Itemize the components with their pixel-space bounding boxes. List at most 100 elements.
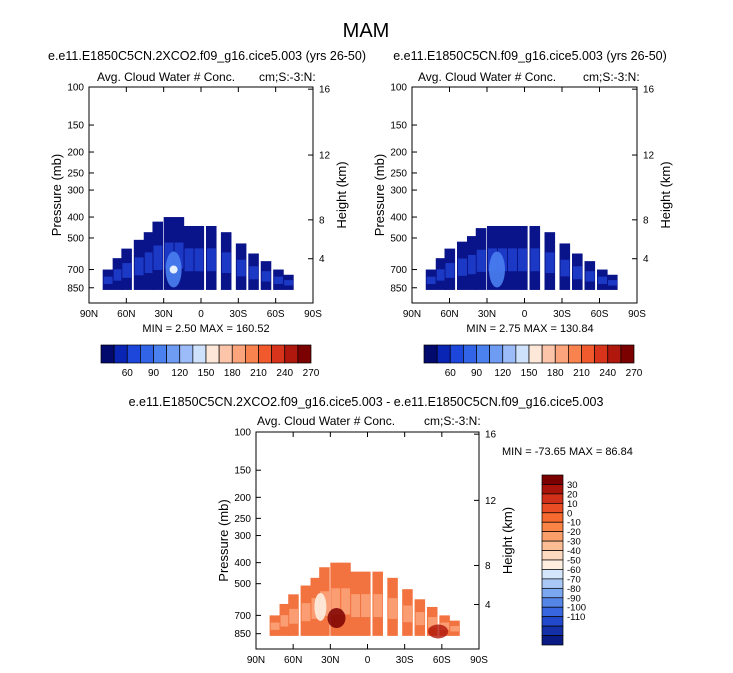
y-tick-label: 400	[390, 213, 407, 224]
y-tick-label: 250	[390, 168, 407, 179]
colorbar-swatch	[541, 474, 564, 485]
colorbar-swatch	[100, 344, 115, 364]
colorbar-label: 60	[122, 368, 134, 379]
panel3-minmax: MIN = -73.65 MAX = 86.84	[502, 446, 633, 458]
panel1-case-title: e.e11.E1850C5CN.2XCO2.f09_g16.cice5.003 …	[47, 49, 367, 63]
x-tick-label: 90N	[247, 655, 265, 666]
x-tick-label: 30N	[154, 309, 172, 320]
colorbar-swatch	[153, 344, 167, 364]
colorbar-label: -90	[567, 593, 581, 604]
x-tick-label: 90N	[403, 309, 421, 320]
colorbar-swatch	[541, 484, 564, 495]
data-cell	[284, 280, 294, 286]
colorbar-swatch	[489, 344, 504, 364]
colorbar-swatch	[541, 521, 564, 533]
data-cell	[426, 276, 436, 284]
y-tick-label: 150	[390, 121, 407, 132]
y-tick-label: 850	[234, 629, 251, 640]
y2-tick-label: 8	[485, 561, 491, 572]
data-cell	[153, 245, 163, 270]
y2-tick-label: 4	[319, 254, 325, 265]
data-cell	[301, 603, 311, 622]
colorbar-swatch	[620, 344, 635, 364]
data-cell	[440, 622, 450, 630]
colorbar-swatch	[258, 344, 272, 364]
colorbar-swatch	[541, 597, 564, 608]
data-cell	[113, 269, 123, 281]
data-cell	[249, 266, 259, 280]
colorbar-swatch	[218, 344, 233, 364]
colorbar-swatch	[192, 344, 207, 364]
data-cell	[415, 612, 425, 626]
panel1-minmax: MIN = 2.50 MAX = 160.52	[142, 323, 270, 335]
colorbar-swatch	[231, 344, 246, 364]
figure-title: MAM	[342, 20, 390, 42]
y-tick-label: 700	[390, 265, 407, 276]
x-tick-label: 30N	[321, 655, 339, 666]
data-cell	[598, 276, 607, 284]
data-cell	[327, 608, 346, 629]
panel3-units-label: cm;S:-3:N:	[424, 414, 481, 428]
x-tick-label: 30S	[396, 655, 414, 666]
x-tick-label: 60S	[591, 309, 609, 320]
y-tick-label: 700	[234, 611, 251, 622]
colorbar-swatch	[271, 344, 286, 364]
colorbar-label: 0	[567, 508, 572, 519]
y-tick-label: 400	[234, 558, 251, 569]
colorbar-swatch	[541, 493, 564, 504]
colorbar-swatch	[541, 606, 564, 618]
data-cell	[103, 276, 113, 284]
colorbar-label: -60	[567, 565, 581, 576]
colorbar-swatch	[541, 344, 556, 364]
colorbar-swatch	[541, 531, 564, 542]
colorbar-label: 240	[599, 368, 616, 379]
panel1-variable-label: Avg. Cloud Water # Conc.	[97, 70, 236, 84]
colorbar-swatch	[581, 344, 595, 364]
colorbar-swatch	[297, 344, 312, 364]
chart-panel-3	[255, 431, 564, 650]
data-cell	[361, 594, 370, 618]
y-tick-label: 150	[234, 466, 251, 477]
data-cell	[468, 254, 477, 275]
colorbar-swatch	[541, 559, 564, 570]
colorbar-swatch	[113, 344, 128, 364]
data-cell	[403, 605, 413, 623]
y2-tick-label: 8	[643, 215, 649, 226]
colorbar-swatch	[245, 344, 259, 364]
data-cell	[206, 248, 216, 272]
colorbar-label: 240	[276, 368, 293, 379]
data-cell	[445, 263, 455, 278]
y-tick-label: 500	[234, 579, 251, 590]
colorbar-label: 90	[471, 368, 483, 379]
y2-tick-label: 8	[319, 215, 325, 226]
y-tick-label: 200	[234, 493, 251, 504]
colorbar-swatch	[502, 344, 517, 364]
data-cell	[314, 592, 327, 621]
y2-tick-label: 16	[485, 430, 497, 441]
y-tick-label: 100	[234, 428, 251, 439]
colorbar-swatch	[607, 344, 622, 364]
colorbar-label: 30	[567, 480, 578, 491]
colorbar-label: -70	[567, 574, 581, 585]
data-cell	[450, 625, 460, 632]
x-tick-label: 0	[365, 655, 371, 666]
colorbar-label: -50	[567, 556, 581, 567]
data-cell	[122, 263, 132, 278]
colorbar-label: 270	[626, 368, 643, 379]
y-tick-label: 850	[67, 283, 84, 294]
data-cell	[508, 248, 517, 272]
colorbar-swatch	[528, 344, 543, 364]
x-tick-label: 0	[198, 309, 204, 320]
colorbar-swatch	[166, 344, 181, 364]
colorbar-label: 180	[547, 368, 564, 379]
panel2-case-title: e.e11.E1850C5CN.f09_g16.cice5.003 (yrs 2…	[393, 49, 667, 63]
y2-tick-label: 12	[319, 151, 331, 162]
colorbar-label: -100	[567, 603, 586, 614]
colorbar-swatch	[179, 344, 194, 364]
colorbar-swatch	[515, 344, 530, 364]
y2-tick-label: 4	[485, 600, 491, 611]
colorbar-swatch	[541, 550, 564, 561]
data-cell	[280, 615, 290, 627]
colorbar-label: -30	[567, 537, 581, 548]
